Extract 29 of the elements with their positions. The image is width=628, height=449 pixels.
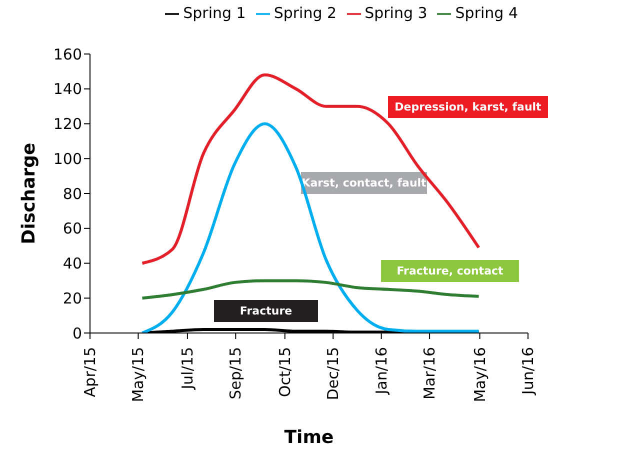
y-tick-label: 60 [62,220,82,238]
legend-label: Spring 1 [183,4,246,22]
y-tick-label: 140 [53,80,82,98]
x-tick-label: Mar/16 [420,347,439,400]
line-series [140,279,480,300]
legend-label: Spring 2 [274,4,337,22]
annotation: Fracture, contact [396,264,504,278]
x-tick-label: Jul/15 [178,347,196,390]
y-tick-label: 160 [53,45,82,64]
y-axis-title: Discharge [18,142,40,244]
x-tick-label: Apr/15 [81,347,99,398]
x-tick-label: Jun/16 [519,347,537,396]
legend-label: Spring 4 [455,4,518,22]
y-tick-label: 0 [72,324,82,342]
y-tick-label: 100 [53,150,82,168]
x-axis-title: Time [284,427,334,448]
x-tick-label: Sep/15 [226,347,245,400]
y-tick-label: 20 [62,289,82,308]
x-tick-label: Jan/16 [372,347,390,396]
y-tick-label: 80 [62,184,82,203]
legend-label: Spring 3 [364,4,428,22]
y-tick-label: 120 [53,115,82,134]
x-tick-label: Oct/15 [276,347,294,398]
x-tick-label: Dec/15 [324,347,342,400]
annotation: Depression, karst, fault [394,100,542,114]
x-tick-label: May/16 [470,347,489,402]
y-tick-label: 40 [62,254,82,273]
annotation: Fracture [240,304,292,318]
x-tick-label: May/15 [129,347,148,402]
